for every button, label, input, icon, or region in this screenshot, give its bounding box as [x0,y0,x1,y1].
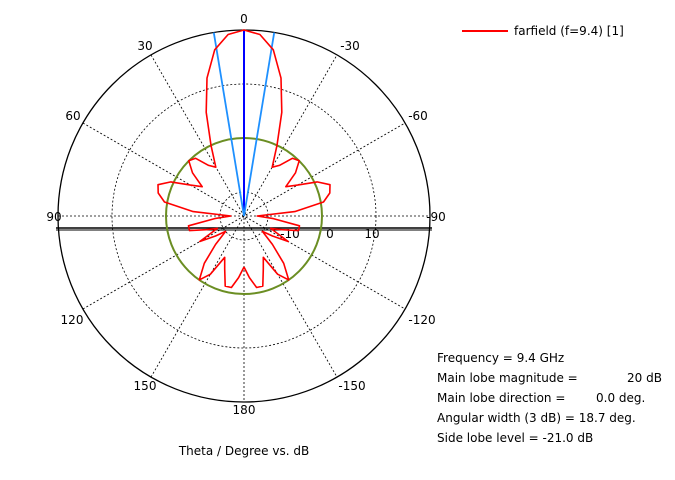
radial-tick-label: 0 [326,227,334,241]
angle-tick-label: -120 [408,313,435,327]
info-row-frequency: Frequency = 9.4 GHz [437,348,636,368]
info-row-sidelobe: Side lobe level = -21.0 dB [437,428,636,448]
info-row-direction: Main lobe direction = 0.0 deg. [437,388,645,408]
farfield-trace-line [157,29,331,289]
angle-tick-label: 180 [233,403,256,417]
info-label: Side lobe level = [437,431,539,445]
angle-tick-label: -90 [426,210,446,224]
angle-tick-label: 150 [134,379,157,393]
angle-tick-labels: 0 30 60 90 120 150 180 -150 -120 -90 -60 -30 [46,12,445,417]
info-panel: Frequency = 9.4 GHz Main lobe magnitude … [437,348,662,448]
radial-tick-labels: -10 0 10 [280,227,379,241]
beam-edge-line [212,32,245,217]
angle-tick-label: 0 [240,12,248,26]
info-label: Main lobe magnitude = [437,371,578,385]
info-value: 20 dB [627,371,662,385]
beam-edge-line [243,32,276,217]
radial-tick-label: 10 [364,227,379,241]
angle-tick-label: -30 [340,39,360,53]
farfield-trace [157,29,331,289]
info-row-magnitude: Main lobe magnitude = 20 dB [437,368,662,388]
angle-tick-label: -150 [338,379,365,393]
info-label: Angular width (3 dB) = [437,411,575,425]
info-value: -21.0 dB [542,431,594,445]
angle-tick-label: 90 [46,210,61,224]
info-label: Main lobe direction = [437,391,566,405]
beam-lines [212,30,276,217]
legend: farfield (f=9.4) [1] [462,24,624,38]
legend-label: farfield (f=9.4) [1] [514,24,624,38]
angle-tick-label: -60 [408,109,428,123]
info-row-width: Angular width (3 dB) = 18.7 deg. [437,408,636,428]
info-value: 18.7 deg. [578,411,636,425]
info-value: 9.4 GHz [516,351,565,365]
angle-tick-label: 30 [137,39,152,53]
x-axis-label: Theta / Degree vs. dB [178,444,309,458]
info-label: Frequency = [437,351,513,365]
info-value: 0.0 deg. [596,391,646,405]
angle-tick-label: 120 [61,313,84,327]
angle-tick-label: 60 [65,109,80,123]
